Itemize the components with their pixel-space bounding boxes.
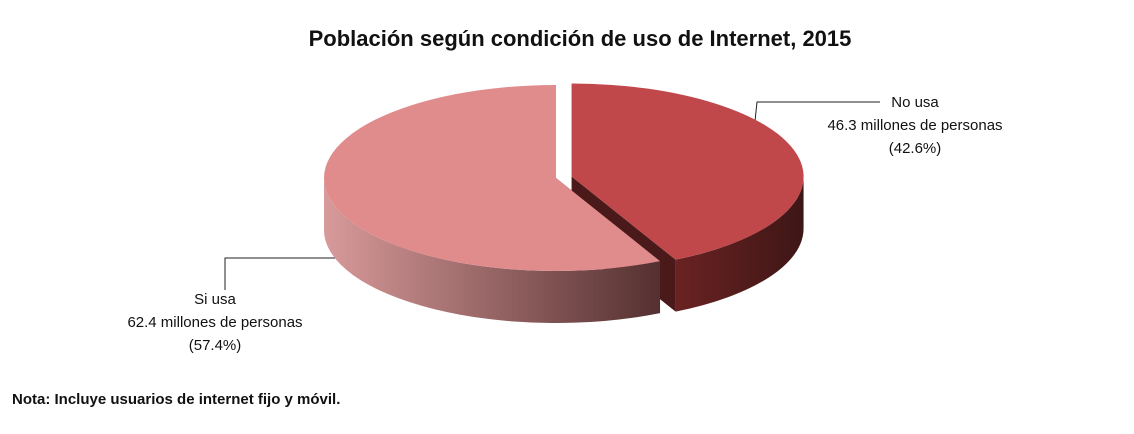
pie-slice	[324, 85, 661, 271]
people-label: 62.4 millones de personas	[127, 314, 302, 331]
chart-title: Población según condición de uso de Inte…	[309, 26, 852, 51]
value-label: (42.6%)	[889, 140, 942, 157]
rim-face	[675, 176, 804, 312]
rim-face	[324, 178, 661, 323]
slice-label: Si usa	[194, 291, 236, 308]
note: Nota: Incluye usuarios de internet fijo …	[12, 391, 340, 408]
leader-line	[224, 257, 335, 290]
pie-slice	[571, 83, 804, 260]
value-label: (57.4%)	[189, 337, 242, 354]
people-label: 46.3 millones de personas	[827, 117, 1002, 134]
pie	[324, 83, 804, 323]
slice-label: No usa	[891, 94, 939, 111]
